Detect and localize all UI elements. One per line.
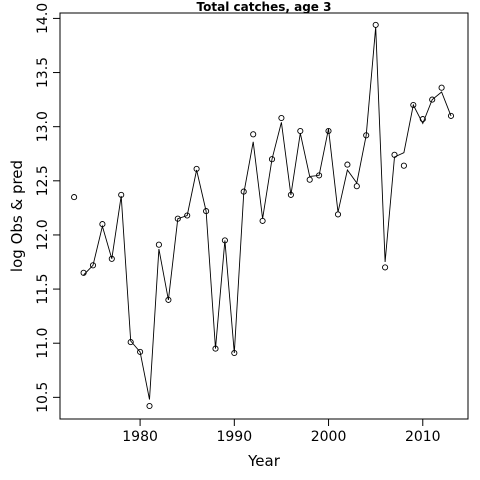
data-point (212, 345, 219, 352)
data-point (155, 241, 162, 248)
plot-frame (59, 12, 469, 420)
data-point (353, 183, 360, 190)
data-point (363, 132, 370, 139)
data-point (438, 84, 445, 91)
data-point (174, 215, 181, 222)
data-point (137, 348, 144, 355)
data-point (71, 194, 78, 201)
data-point (231, 349, 238, 357)
x-axis-title: Year (247, 452, 281, 470)
data-point (447, 112, 455, 119)
chart-title: Total catches, age 3 (197, 0, 332, 14)
x-tick-label: 1990 (216, 429, 252, 445)
data-point (108, 255, 115, 262)
data-point (268, 156, 276, 163)
data-point (316, 172, 323, 179)
data-point (146, 402, 153, 410)
y-tick-label: 11.5 (35, 273, 51, 304)
data-point (325, 127, 332, 135)
data-point (429, 96, 436, 103)
data-point (118, 191, 125, 198)
data-point (89, 262, 97, 269)
data-point (184, 212, 191, 219)
data-point (259, 217, 266, 224)
data-point (80, 269, 87, 276)
y-tick-label: 11.0 (35, 328, 51, 359)
data-point (278, 114, 285, 122)
y-tick-label: 12.5 (35, 165, 51, 196)
x-tick-label: 2010 (405, 429, 441, 445)
data-point (344, 161, 351, 168)
y-tick-label: 12.0 (35, 219, 51, 250)
x-tick-label: 1980 (122, 429, 158, 445)
y-tick-label: 13.0 (35, 111, 51, 142)
data-point (372, 21, 379, 28)
y-tick-label: 13.5 (35, 57, 51, 88)
data-point (240, 188, 247, 195)
data-point (287, 191, 294, 198)
data-point (391, 151, 398, 158)
data-point (297, 127, 304, 135)
data-point (419, 116, 426, 123)
y-axis: 10.5 11.0 11.5 12.0 12.5 13.0 13.5 14.0 (35, 3, 60, 413)
data-point (334, 211, 342, 218)
x-axis: 1980 1990 2000 2010 (122, 419, 441, 445)
data-point (221, 237, 228, 244)
data-point (382, 264, 389, 271)
x-tick-label: 2000 (311, 429, 347, 445)
data-point (99, 221, 106, 228)
data-point (203, 208, 210, 215)
observed-points (71, 21, 455, 410)
data-point (193, 165, 200, 172)
y-tick-label: 14.0 (35, 3, 51, 34)
data-point (127, 339, 134, 346)
data-point (306, 176, 313, 183)
fitted-line-path (83, 27, 452, 400)
y-tick-label: 10.5 (35, 382, 51, 413)
data-point (165, 296, 172, 303)
data-point (400, 162, 407, 169)
data-point (410, 101, 417, 109)
data-point (250, 131, 257, 138)
fitted-line (83, 27, 452, 400)
y-axis-title: log Obs & pred (8, 160, 26, 272)
